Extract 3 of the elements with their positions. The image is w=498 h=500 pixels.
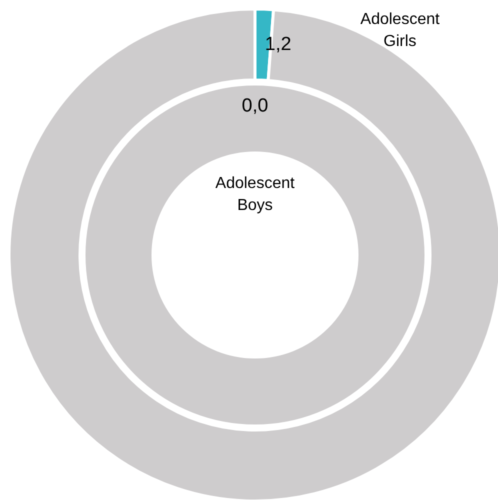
slice-label: Adolescent Boys <box>215 175 296 214</box>
slice-label: Adolescent Girls <box>360 11 440 50</box>
text: 0,0 <box>242 96 268 117</box>
